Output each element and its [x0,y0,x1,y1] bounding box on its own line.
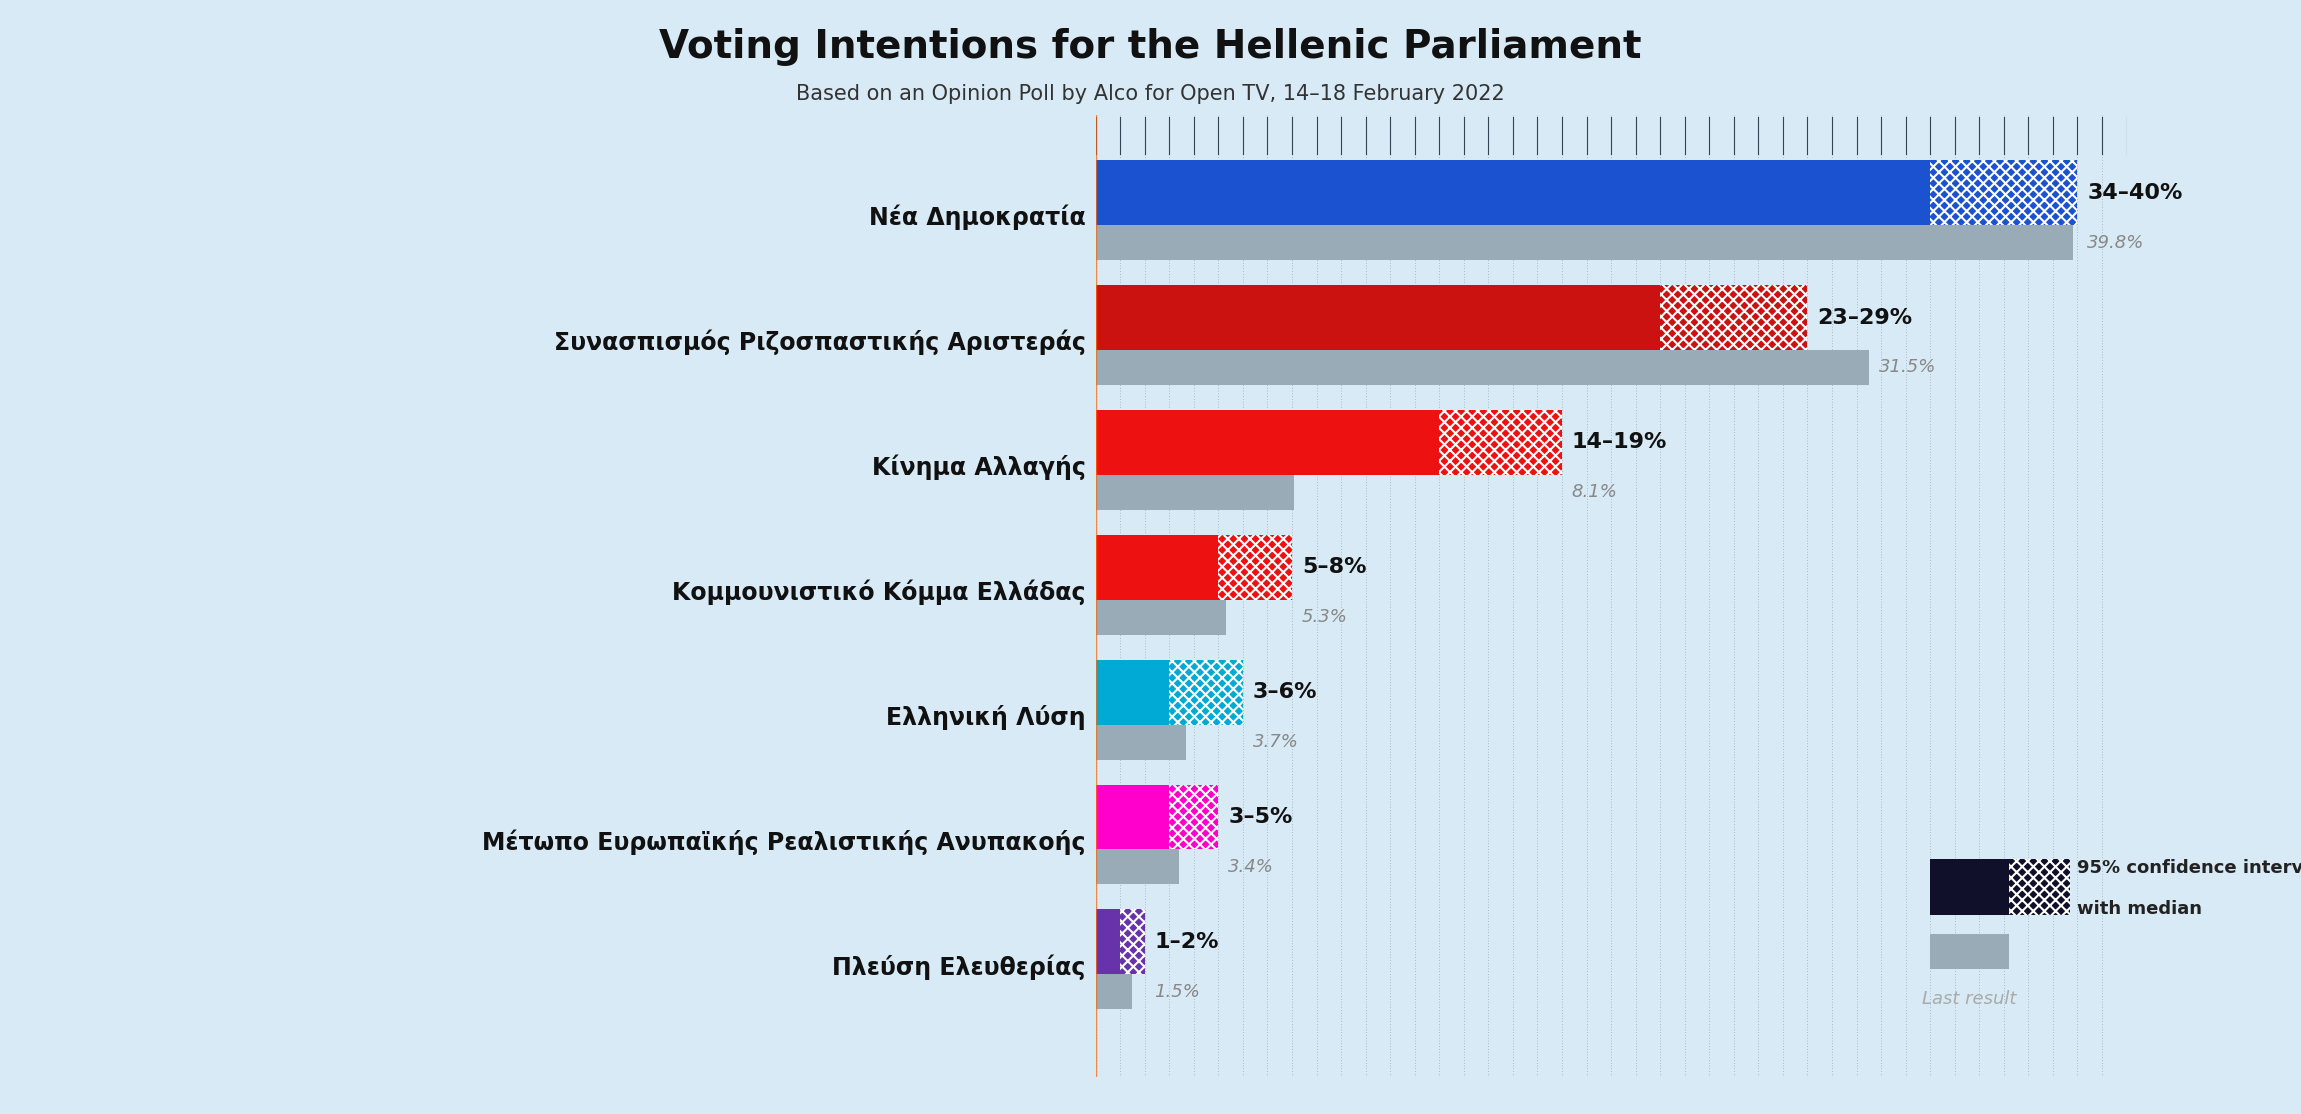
Bar [1220,535,1293,599]
Bar [1095,410,1440,475]
Text: 34–40%: 34–40% [2087,183,2184,203]
Bar [1931,859,2009,915]
Bar [1095,535,1220,599]
Text: Πλεύση Ελευθερίας: Πλεύση Ελευθερίας [833,954,1086,979]
Text: Last result: Last result [1921,990,2016,1008]
Bar [1121,909,1146,975]
Text: 1–2%: 1–2% [1155,932,1220,951]
Bar [1095,975,1132,1009]
Bar [1095,909,1121,975]
Text: 14–19%: 14–19% [1572,432,1668,452]
Text: 3–6%: 3–6% [1252,682,1316,702]
Bar [1095,225,2073,260]
Bar [1095,784,1169,850]
Text: Κομμουνιστικό Κόμμα Ελλάδας: Κομμουνιστικό Κόμμα Ελλάδας [672,579,1086,605]
Bar [1095,724,1187,760]
Bar [1095,475,1295,510]
Bar [1931,935,2009,969]
Bar [1440,410,1562,475]
Text: Κίνημα Αλλαγής: Κίνημα Αλλαγής [872,455,1086,480]
Bar [1931,160,2078,225]
Text: 3–5%: 3–5% [1229,807,1293,827]
Text: Voting Intentions for the Hellenic Parliament: Voting Intentions for the Hellenic Parli… [660,28,1641,66]
Text: 95% confidence interval: 95% confidence interval [2078,859,2301,877]
Bar [1095,160,1931,225]
Text: Νέα Δημοκρατία: Νέα Δημοκρατία [870,205,1086,231]
Bar [1095,850,1178,885]
Text: Based on an Opinion Poll by Alco for Open TV, 14–18 February 2022: Based on an Opinion Poll by Alco for Ope… [796,84,1505,104]
Text: 8.1%: 8.1% [1572,483,1618,501]
Text: Ελληνική Λύση: Ελληνική Λύση [886,705,1086,730]
Text: 39.8%: 39.8% [2087,234,2145,252]
Text: 5.3%: 5.3% [1302,608,1348,626]
Text: Συνασπισμός Ριζοσπαστικής Αριστεράς: Συνασπισμός Ριζοσπαστικής Αριστεράς [555,330,1086,355]
Text: 5–8%: 5–8% [1302,557,1367,577]
Text: 1.5%: 1.5% [1155,983,1201,1000]
Text: 3.4%: 3.4% [1229,858,1275,876]
Text: 31.5%: 31.5% [1878,359,1935,377]
Text: Μέτωπο Ευρωπαϊκής Ρεαλιστικής Ανυπακοής: Μέτωπο Ευρωπαϊκής Ρεαλιστικής Ανυπακοής [483,829,1086,854]
Bar [1095,659,1169,724]
Text: 23–29%: 23–29% [1818,307,1912,328]
Bar [1169,659,1243,724]
Bar [1095,285,1661,350]
Text: with median: with median [2078,900,2202,918]
Text: 3.7%: 3.7% [1252,733,1298,751]
Bar [1169,784,1220,850]
Bar [2009,859,2071,915]
Bar [1095,599,1226,635]
Bar [1661,285,1809,350]
Bar [1095,350,1868,385]
